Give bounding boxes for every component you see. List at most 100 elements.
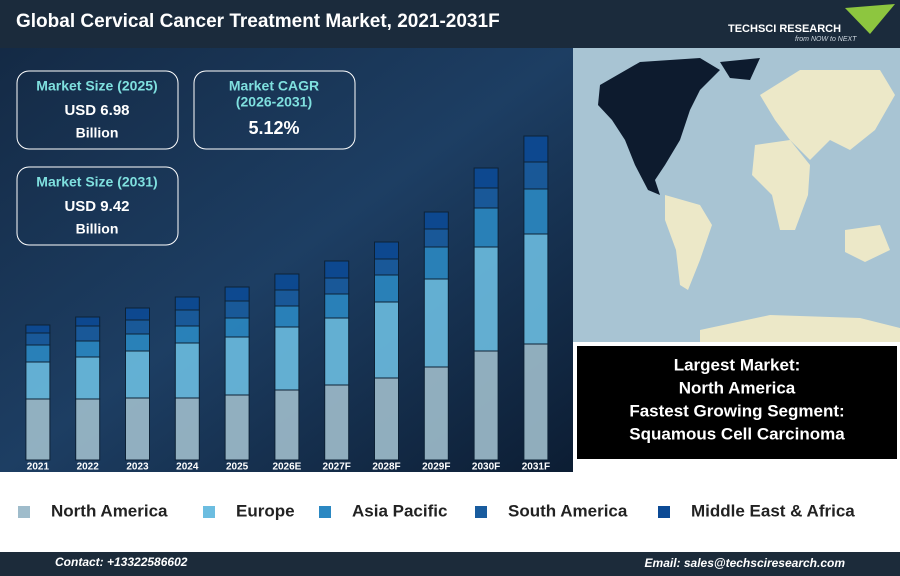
bar-segment (174, 397, 200, 461)
legend-swatch (203, 506, 215, 518)
bar-segment (25, 361, 51, 400)
bar-segment (374, 274, 399, 303)
bar-segment (473, 207, 499, 248)
card-title: Market CAGR (229, 78, 319, 94)
bar-segment (224, 286, 250, 302)
bar-segment (274, 326, 300, 391)
bar-segment (75, 398, 101, 461)
x-tick-label: 2024 (176, 462, 199, 473)
bar-segment (473, 350, 499, 461)
bar-segment (75, 340, 101, 358)
card-value: USD 6.98 (64, 102, 129, 119)
bar-segment (473, 246, 499, 352)
x-tick-label: 2029F (422, 462, 450, 473)
card-title: Market Size (2031) (36, 174, 157, 190)
bar-segment (324, 260, 350, 279)
bar-segment (125, 350, 150, 399)
legend-swatch (658, 506, 670, 518)
highlight-text: Largest Market: (674, 355, 801, 374)
x-tick-label: 2025 (226, 462, 249, 473)
bar-segment (423, 366, 449, 461)
card-title: Market Size (2025) (36, 78, 157, 94)
bar-segment (523, 135, 549, 163)
bar-segment (125, 333, 150, 352)
bar-segment (274, 389, 300, 461)
card-unit: Billion (76, 125, 119, 141)
x-tick-label: 2021 (27, 462, 50, 473)
footer-contact: Contact: +13322586602 (55, 555, 188, 569)
australia (845, 225, 890, 262)
south-america (665, 195, 712, 290)
world-map (573, 48, 900, 342)
greenland (720, 58, 760, 80)
x-tick-label: 2030F (472, 462, 500, 473)
bar-segment (224, 394, 250, 461)
bar-segment (125, 397, 150, 461)
legend-label: North America (51, 501, 168, 520)
bar-segment (274, 305, 300, 328)
stat-card (193, 70, 356, 150)
footer-email: Email: sales@techsciresearch.com (645, 556, 846, 570)
card-value: USD 9.42 (64, 198, 129, 215)
bar-segment (523, 233, 549, 345)
legend-label: Europe (236, 501, 295, 520)
x-tick-label: 2023 (126, 462, 149, 473)
bar-segment (423, 211, 449, 230)
legend-label: South America (508, 501, 628, 520)
antarctica (700, 315, 900, 342)
bar-segment (423, 228, 449, 248)
bar-segment (75, 356, 101, 400)
page-title: Global Cervical Cancer Treatment Market,… (16, 11, 500, 32)
bar-segment (174, 325, 200, 344)
card-unit: Billion (76, 221, 119, 237)
card-value: 5.12% (248, 118, 299, 138)
logo-tagline: from NOW to NEXT (795, 36, 857, 43)
x-tick-label: 2031F (522, 462, 550, 473)
bar-segment (125, 319, 150, 335)
bar-segment (324, 317, 350, 386)
bar-segment (25, 344, 51, 363)
bar-segment (75, 325, 101, 342)
bar-segment (174, 342, 200, 399)
bar-segment (374, 241, 399, 260)
bar-segment (473, 167, 499, 189)
legend-swatch (18, 506, 30, 518)
north-america (598, 58, 720, 195)
x-tick-label: 2026E (272, 462, 301, 473)
bar-segment (274, 289, 300, 307)
highlight-text: Fastest Growing Segment: (629, 401, 844, 420)
bar-segment (224, 336, 250, 396)
x-tick-label: 2028F (372, 462, 400, 473)
bar-segment (25, 398, 51, 461)
highlight-text: North America (679, 378, 796, 397)
bar-segment (423, 278, 449, 368)
bar-segment (324, 277, 350, 295)
africa (752, 140, 810, 230)
footer-bar (0, 552, 900, 576)
legend-swatch (319, 506, 331, 518)
legend-label: Middle East & Africa (691, 501, 855, 520)
highlight-text: Squamous Cell Carcinoma (629, 424, 845, 443)
logo-mark (845, 4, 895, 34)
header-bar (0, 0, 900, 48)
bar-segment (224, 317, 250, 338)
bar-segment (523, 161, 549, 190)
bar-segment (274, 273, 300, 291)
x-tick-label: 2022 (77, 462, 100, 473)
bar-segment (523, 188, 549, 235)
highlight-box (575, 344, 899, 461)
bar-segment (423, 246, 449, 280)
bar-segment (224, 300, 250, 319)
x-tick-label: 2027F (323, 462, 351, 473)
bar-segment (174, 296, 200, 311)
eurasia (760, 70, 895, 160)
bar-segment (374, 258, 399, 276)
stat-card (16, 70, 179, 150)
bar-segment (174, 309, 200, 327)
bar-segment (75, 316, 101, 327)
legend-swatch (475, 506, 487, 518)
card-title: (2026-2031) (236, 94, 312, 110)
bar-segment (374, 377, 399, 461)
bar-segment (25, 332, 51, 346)
